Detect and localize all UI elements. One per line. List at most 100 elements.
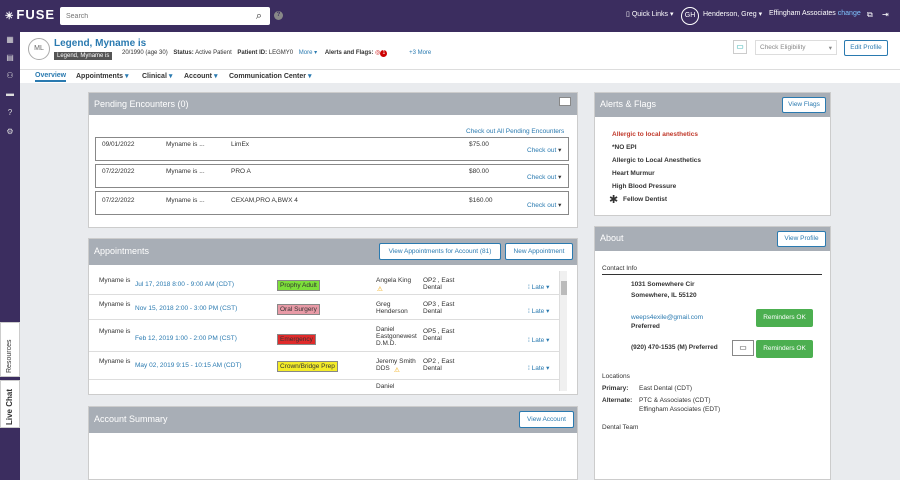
caret-down-icon: ▾ bbox=[558, 202, 562, 209]
search-input[interactable] bbox=[60, 7, 240, 25]
patient-name[interactable]: Legend, Myname is bbox=[54, 38, 147, 49]
alert-item: Fellow Dentist bbox=[623, 196, 668, 203]
search-box: ⌕ bbox=[60, 7, 270, 25]
new-appointment-button[interactable]: New Appointment bbox=[505, 243, 573, 260]
chevron-down-icon: ▾ bbox=[168, 73, 173, 80]
contact-info-heading: Contact Info bbox=[602, 265, 638, 272]
logo-text: FUSE bbox=[16, 7, 56, 22]
appointment-time[interactable]: May 02, 2019 9:15 - 10:15 AM (CDT) bbox=[135, 362, 242, 369]
locations-heading: Locations bbox=[602, 373, 630, 380]
view-account-button[interactable]: View Account bbox=[519, 411, 574, 428]
appointment-status-dropdown[interactable]: ⁞ Late ▾ bbox=[528, 284, 550, 291]
people-icon[interactable]: ⚇ bbox=[6, 71, 14, 80]
account-summary-header: Account Summary bbox=[89, 407, 577, 433]
tab-appointments[interactable]: Appointments ▾ bbox=[76, 72, 129, 80]
appointment-type-tag: Prophy Adult bbox=[277, 280, 320, 291]
nav-tabs: Overview Appointments ▾ Clinical ▾ Accou… bbox=[20, 70, 900, 83]
tab-communication-center[interactable]: Communication Center ▾ bbox=[229, 72, 311, 80]
tab-account[interactable]: Account ▾ bbox=[184, 72, 217, 80]
schedule-icon[interactable]: ▤ bbox=[6, 53, 14, 62]
appointment-row[interactable]: Myname is Jul 17, 2018 8:00 - 9:00 AM (C… bbox=[89, 271, 559, 295]
change-location-link[interactable]: change bbox=[837, 10, 861, 17]
email-reminders-ok[interactable]: Reminders OK bbox=[756, 309, 813, 327]
appointment-type-tag: Oral Surgery bbox=[277, 304, 320, 315]
alert-item: High Blood Pressure bbox=[612, 183, 677, 190]
appointment-row[interactable]: Myname is May 02, 2019 9:15 - 10:15 AM (… bbox=[89, 352, 559, 380]
checkout-all-link[interactable]: Check out All Pending Encounters bbox=[466, 128, 565, 135]
more-alerts-link[interactable]: +3 More bbox=[409, 50, 432, 56]
patient-info: 20/1990 (age 30) Status: Active Patient … bbox=[54, 49, 431, 57]
alert-item: Heart Murmur bbox=[612, 170, 655, 177]
encounter-row: 07/22/2022 Myname is ... CEXAM,PRO A,BWX… bbox=[95, 191, 569, 215]
message-icon[interactable]: ▭ bbox=[733, 40, 747, 54]
appointment-status-dropdown[interactable]: ⁞ Late ▾ bbox=[528, 308, 550, 315]
more-link[interactable]: More ▾ bbox=[298, 50, 318, 56]
appointment-time[interactable]: Jul 17, 2018 8:00 - 9:00 AM (CDT) bbox=[135, 281, 234, 288]
status-label: Late bbox=[531, 284, 545, 291]
alert-target-icon[interactable]: ◎ bbox=[375, 50, 381, 56]
user-menu[interactable]: Henderson, Greg ▾ bbox=[703, 11, 763, 18]
warning-icon: ⚠ bbox=[377, 286, 383, 293]
chevron-down-icon: ▾ bbox=[213, 73, 218, 80]
divider bbox=[602, 274, 822, 275]
live-chat-tab[interactable]: Live Chat bbox=[0, 380, 20, 428]
quick-links-label: Quick Links bbox=[631, 11, 668, 18]
appointment-row[interactable]: Myname is Nov 15, 2018 2:00 - 3:00 PM (C… bbox=[89, 295, 559, 320]
alerts-count-badge: 1 bbox=[380, 50, 388, 57]
caret-down-icon: ▾ bbox=[558, 174, 562, 181]
view-profile-button[interactable]: View Profile bbox=[777, 231, 826, 247]
patient-avatar: ML bbox=[28, 38, 50, 60]
search-icon[interactable]: ⌕ bbox=[255, 10, 262, 22]
quick-links[interactable]: ▯ Quick Links ▾ bbox=[626, 11, 674, 18]
status-label: Late bbox=[531, 337, 545, 344]
edit-profile-button[interactable]: Edit Profile bbox=[844, 40, 888, 56]
appointment-patient: Myname is bbox=[99, 358, 131, 365]
phone-reminders-ok[interactable]: Reminders OK bbox=[756, 340, 813, 358]
appointment-row[interactable]: Myname is Feb 12, 2019 1:00 - 2:00 PM (C… bbox=[89, 320, 559, 352]
appointment-status-dropdown[interactable]: ⁞ Late ▾ bbox=[528, 337, 550, 344]
text-message-icon[interactable]: ▭ bbox=[732, 340, 754, 356]
briefcase-icon[interactable]: ▬ bbox=[6, 89, 14, 98]
appointment-time[interactable]: Nov 15, 2018 2:00 - 3:00 PM (CST) bbox=[135, 305, 238, 312]
email-link[interactable]: weeps4exile@gmail.com bbox=[631, 314, 703, 321]
more-label: More bbox=[298, 50, 313, 56]
fuse-logo[interactable]: ✳ FUSE bbox=[5, 7, 55, 22]
status-label: Late bbox=[531, 308, 545, 315]
appointment-operatory: OP2 , East Dental bbox=[423, 277, 455, 291]
resources-tab[interactable]: Resources bbox=[0, 322, 20, 377]
tab-clinical[interactable]: Clinical ▾ bbox=[142, 72, 172, 80]
appointment-status-dropdown[interactable]: ⁞ Late ▾ bbox=[528, 365, 550, 372]
help-icon[interactable]: ? bbox=[7, 108, 13, 117]
appointment-time[interactable]: Feb 12, 2019 1:00 - 2:00 PM (CST) bbox=[135, 335, 237, 342]
live-chat-label: Live Chat bbox=[5, 388, 14, 425]
view-appointments-button[interactable]: View Appointments for Account (81) bbox=[379, 243, 501, 260]
checkout-dropdown[interactable]: Check out ▾ bbox=[527, 146, 561, 154]
calendar-icon[interactable]: ▦ bbox=[6, 35, 14, 44]
check-eligibility-select[interactable]: Check Eligibility ▾ bbox=[755, 40, 837, 55]
encounter-procedures: LimEx bbox=[231, 141, 250, 148]
logo-star-icon: ✳ bbox=[5, 11, 15, 22]
user-avatar[interactable]: GH bbox=[681, 7, 699, 25]
alert-item: Allergic to local anesthetics bbox=[612, 131, 698, 138]
scrollbar-thumb[interactable] bbox=[561, 281, 567, 295]
email-preferred: Preferred bbox=[631, 323, 660, 330]
resources-label: Resources bbox=[6, 339, 13, 373]
tab-overview[interactable]: Overview bbox=[35, 72, 67, 82]
patient-id-label: Patient ID: bbox=[237, 50, 268, 56]
help-icon[interactable]: ? bbox=[274, 11, 283, 20]
checkout-dropdown[interactable]: Check out ▾ bbox=[527, 173, 561, 181]
tab-communication-label: Communication Center bbox=[229, 73, 307, 80]
appointment-provider: Greg Henderson bbox=[376, 301, 408, 315]
expand-icon[interactable] bbox=[559, 97, 571, 106]
external-link-icon[interactable]: ⧉ bbox=[867, 10, 873, 19]
top-bar: ✳FUSE ⌕ ? ▯ Quick Links ▾ GH Henderson, … bbox=[0, 0, 900, 32]
appointments-scrollbar[interactable] bbox=[559, 271, 567, 391]
checkout-dropdown[interactable]: Check out ▾ bbox=[527, 201, 561, 209]
encounter-amount: $160.00 bbox=[469, 197, 493, 204]
encounter-date: 07/22/2022 bbox=[102, 197, 135, 204]
tab-account-label: Account bbox=[184, 73, 212, 80]
warning-icon: ⚠ bbox=[394, 367, 400, 374]
logout-icon[interactable]: ⇥ bbox=[882, 10, 889, 19]
gear-icon[interactable]: ⚙ bbox=[6, 127, 14, 136]
view-flags-button[interactable]: View Flags bbox=[782, 97, 826, 113]
